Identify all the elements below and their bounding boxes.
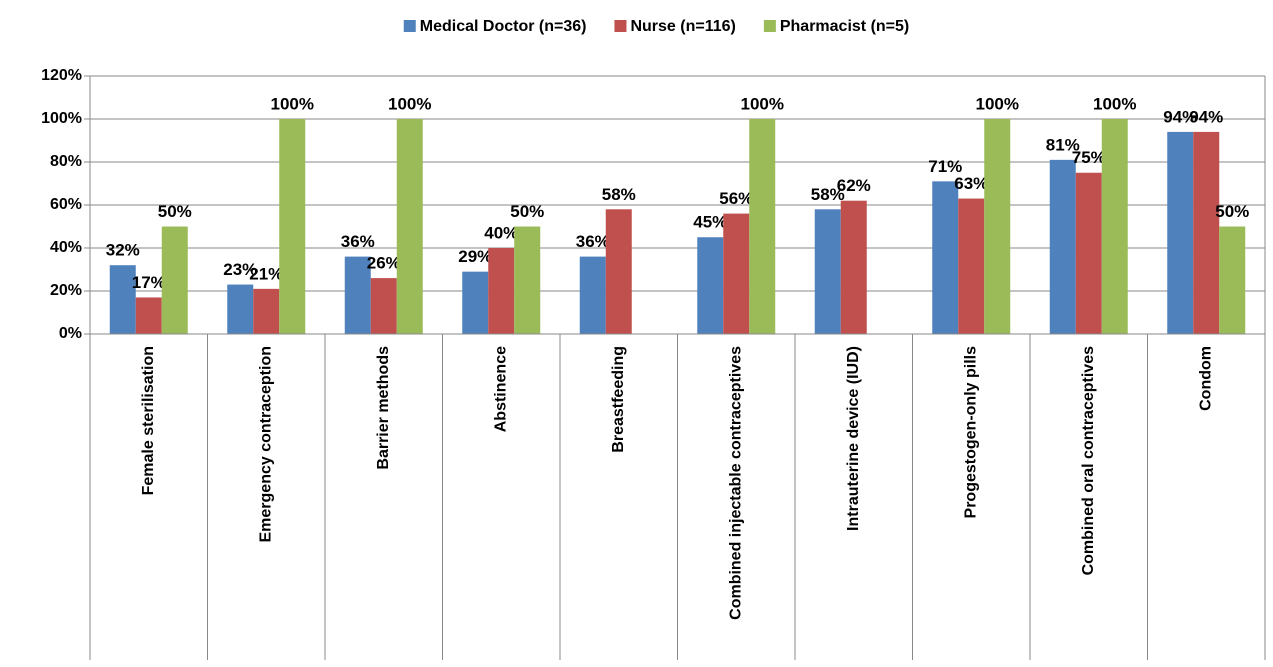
legend-swatch — [403, 20, 416, 32]
data-label: 100% — [1093, 94, 1136, 113]
y-tick-label: 80% — [50, 153, 82, 170]
data-label: 17% — [132, 273, 166, 292]
data-label: 58% — [811, 185, 845, 204]
x-tick-label: Emergency contraception — [257, 346, 274, 543]
bar — [161, 226, 188, 334]
bar — [605, 209, 632, 334]
bar — [1049, 159, 1076, 334]
bar — [135, 297, 162, 334]
bar — [344, 256, 371, 334]
data-label: 26% — [367, 254, 401, 273]
data-label: 21% — [249, 264, 283, 283]
y-tick-label: 100% — [41, 110, 82, 127]
data-label: 100% — [271, 94, 314, 113]
data-label: 56% — [719, 189, 753, 208]
legend-label: Pharmacist (n=5) — [780, 18, 909, 35]
data-label: 94% — [1163, 107, 1197, 126]
data-label: 36% — [341, 232, 375, 251]
bar — [723, 213, 750, 334]
data-label: 58% — [602, 185, 636, 204]
x-tick-label: Condom — [1197, 346, 1214, 411]
y-tick-label: 0% — [59, 325, 82, 342]
bar — [396, 119, 423, 334]
legend-item: Nurse (n=116) — [614, 18, 736, 35]
bar — [514, 226, 541, 334]
y-tick-label: 20% — [50, 282, 82, 299]
data-label: 100% — [741, 94, 784, 113]
y-tick-label: 40% — [50, 239, 82, 256]
bar — [253, 288, 280, 334]
bar — [279, 119, 306, 334]
bar — [1167, 131, 1194, 334]
bar — [984, 119, 1011, 334]
bar — [749, 119, 776, 334]
legend-label: Nurse (n=116) — [630, 18, 735, 35]
bar — [462, 271, 489, 334]
bar — [958, 198, 985, 334]
legend-swatch — [614, 20, 627, 32]
legend-item: Medical Doctor (n=36) — [403, 18, 587, 35]
x-tick-label: Female sterilisation — [140, 346, 157, 495]
data-label: 23% — [223, 260, 257, 279]
data-label: 50% — [1215, 202, 1249, 221]
x-tick-label: Progestogen-only pills — [962, 346, 979, 519]
bar — [814, 209, 841, 334]
data-label: 45% — [693, 213, 727, 232]
data-label: 62% — [837, 176, 871, 195]
y-tick-label: 60% — [50, 196, 82, 213]
bar — [109, 265, 136, 334]
legend: Medical Doctor (n=36) Nurse (n=116) Pharma… — [403, 18, 909, 35]
x-tick-label: Combined oral contraceptives — [1080, 346, 1097, 575]
bar — [370, 278, 397, 334]
legend-label: Medical Doctor (n=36) — [420, 18, 587, 35]
x-tick-label: Combined injectable contraceptives — [727, 346, 744, 620]
data-label: 50% — [510, 202, 544, 221]
data-label: 94% — [1189, 107, 1223, 126]
bar — [932, 181, 959, 334]
x-tick-label: Barrier methods — [375, 346, 392, 470]
bar — [488, 248, 515, 334]
bar — [840, 200, 867, 334]
x-tick-label: Breastfeeding — [610, 346, 627, 453]
bar — [1219, 226, 1246, 334]
data-label: 50% — [158, 202, 192, 221]
bar — [1193, 131, 1220, 334]
data-label: 29% — [458, 247, 492, 266]
data-label: 63% — [954, 174, 988, 193]
bar — [697, 237, 724, 334]
legend-swatch — [763, 20, 776, 32]
data-label: 71% — [928, 157, 962, 176]
data-label: 32% — [106, 241, 140, 260]
bar — [1075, 172, 1102, 334]
data-label: 75% — [1072, 148, 1106, 167]
data-label: 100% — [388, 94, 431, 113]
x-tick-label: Abstinence — [492, 346, 509, 432]
y-tick-label: 120% — [41, 67, 82, 84]
data-label: 36% — [576, 232, 610, 251]
data-label: 40% — [484, 223, 518, 242]
bar — [227, 284, 254, 334]
data-label: 81% — [1046, 135, 1080, 154]
x-tick-label: Intrauterine device (IUD) — [845, 346, 862, 531]
data-label: 100% — [976, 94, 1019, 113]
bar — [1101, 119, 1128, 334]
bar — [579, 256, 606, 334]
legend-item: Pharmacist (n=5) — [763, 18, 909, 35]
